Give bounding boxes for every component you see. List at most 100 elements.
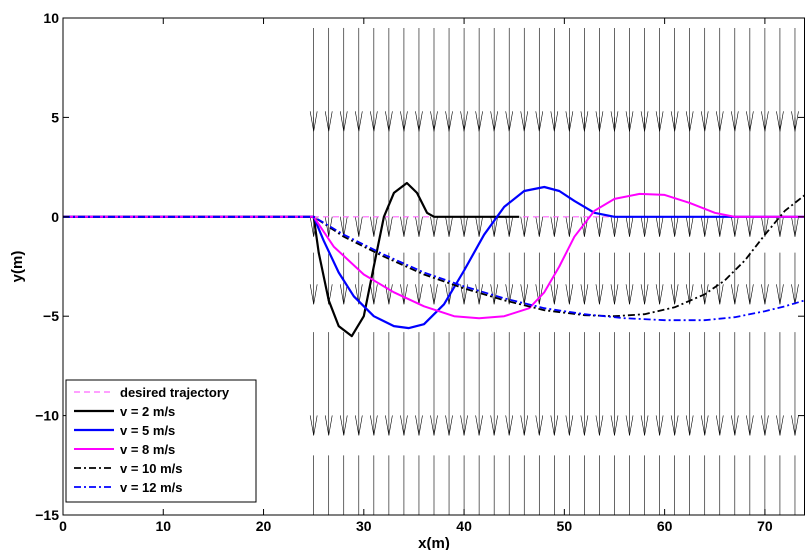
wind-arrow (610, 252, 619, 305)
wind-arrow (625, 252, 634, 305)
wind-arrow (715, 332, 724, 436)
wind-arrow (505, 27, 513, 132)
wind-arrow (580, 117, 589, 237)
wind-arrow (490, 27, 498, 132)
series-line-1 (63, 181, 520, 338)
wind-arrow (685, 332, 694, 436)
wind-arrow (385, 117, 393, 237)
wind-arrow (324, 117, 333, 237)
wind-arrow (640, 332, 649, 436)
legend-label: v = 12 m/s (120, 480, 183, 495)
legend-label: v = 10 m/s (120, 461, 183, 476)
wind-arrow (535, 27, 544, 132)
wind-arrow (776, 252, 784, 305)
wind-arrow (625, 332, 634, 436)
wind-arrow (339, 117, 348, 237)
wind-arrow (385, 27, 393, 132)
wind-arrow (580, 252, 589, 305)
wind-arrow (791, 117, 799, 237)
wind-arrow (309, 252, 318, 305)
wind-arrow (445, 117, 453, 237)
y-tick-label: 5 (51, 109, 59, 125)
wind-arrow (400, 252, 408, 305)
wind-arrow (685, 27, 694, 132)
wind-arrow (776, 27, 784, 132)
legend-label: v = 2 m/s (120, 404, 175, 419)
wind-arrow (700, 332, 709, 436)
wind-arrow (490, 252, 498, 305)
wind-arrow (640, 117, 649, 237)
legend-label: v = 5 m/s (120, 423, 175, 438)
wind-arrow (535, 252, 544, 305)
x-tick-label: 0 (59, 518, 67, 534)
wind-arrow (791, 252, 799, 305)
wind-arrow (610, 27, 619, 132)
x-tick-label: 60 (657, 518, 673, 534)
wind-arrow (400, 27, 408, 132)
legend-box (65, 379, 257, 503)
wind-arrow (385, 332, 393, 436)
wind-arrow (460, 332, 468, 436)
wind-arrow (505, 117, 513, 237)
wind-arrow (460, 252, 468, 305)
wind-arrow (309, 332, 318, 436)
wind-arrow (715, 117, 724, 237)
series-line-3 (63, 192, 805, 320)
wind-arrow (445, 27, 453, 132)
wind-arrow (324, 332, 333, 436)
wind-arrow (520, 332, 529, 436)
wind-arrow (625, 117, 634, 237)
x-tick-label: 20 (256, 518, 272, 534)
wind-arrow (415, 117, 423, 237)
wind-arrow (595, 27, 604, 132)
wind-arrow (415, 252, 423, 305)
wind-arrow (505, 252, 513, 305)
wind-arrow (565, 117, 574, 237)
wind-arrow (550, 27, 559, 132)
wind-arrow (535, 332, 544, 436)
wind-arrow (746, 332, 754, 436)
wind-arrow (355, 117, 363, 237)
wind-arrow (430, 117, 438, 237)
wind-arrow (761, 252, 769, 305)
wind-arrow (370, 117, 378, 237)
wind-arrow (670, 332, 679, 436)
wind-arrow (700, 252, 709, 305)
wind-arrow (580, 332, 589, 436)
wind-arrow (731, 117, 739, 237)
wind-arrow (685, 252, 694, 305)
y-tick-label: −10 (35, 408, 59, 424)
wind-field (309, 27, 799, 515)
wind-arrow (700, 27, 709, 132)
wind-arrow (550, 332, 559, 436)
wind-arrow (791, 332, 799, 436)
wind-arrow (565, 27, 574, 132)
y-tick-label: −5 (43, 308, 59, 324)
wind-arrow (761, 27, 769, 132)
wind-arrow (550, 117, 559, 237)
wind-arrow (520, 117, 529, 237)
wind-arrow (731, 332, 739, 436)
series-line-5 (63, 215, 805, 322)
x-tick-label: 50 (557, 518, 573, 534)
wind-arrow (535, 117, 544, 237)
axis-ticks: 0 10 20 30 40 50 60 70 −15 −10 −5 0 5 10 (35, 10, 804, 534)
wind-arrow (595, 332, 604, 436)
wind-arrow (746, 117, 754, 237)
wind-arrow (746, 252, 754, 305)
x-tick-label: 70 (757, 518, 773, 534)
x-tick-label: 10 (155, 518, 171, 534)
wind-arrow (339, 27, 348, 132)
x-axis-label: x(m) (418, 535, 450, 550)
wind-arrow (565, 332, 574, 436)
wind-arrow (475, 252, 483, 305)
wind-arrow (415, 27, 423, 132)
wind-arrow (475, 27, 483, 132)
wind-arrow (640, 252, 649, 305)
wind-arrow (731, 27, 739, 132)
wind-arrow (565, 252, 574, 305)
wind-arrow (415, 332, 423, 436)
wind-arrow (505, 332, 513, 436)
wind-arrow (355, 27, 363, 132)
x-tick-label: 40 (456, 518, 472, 534)
